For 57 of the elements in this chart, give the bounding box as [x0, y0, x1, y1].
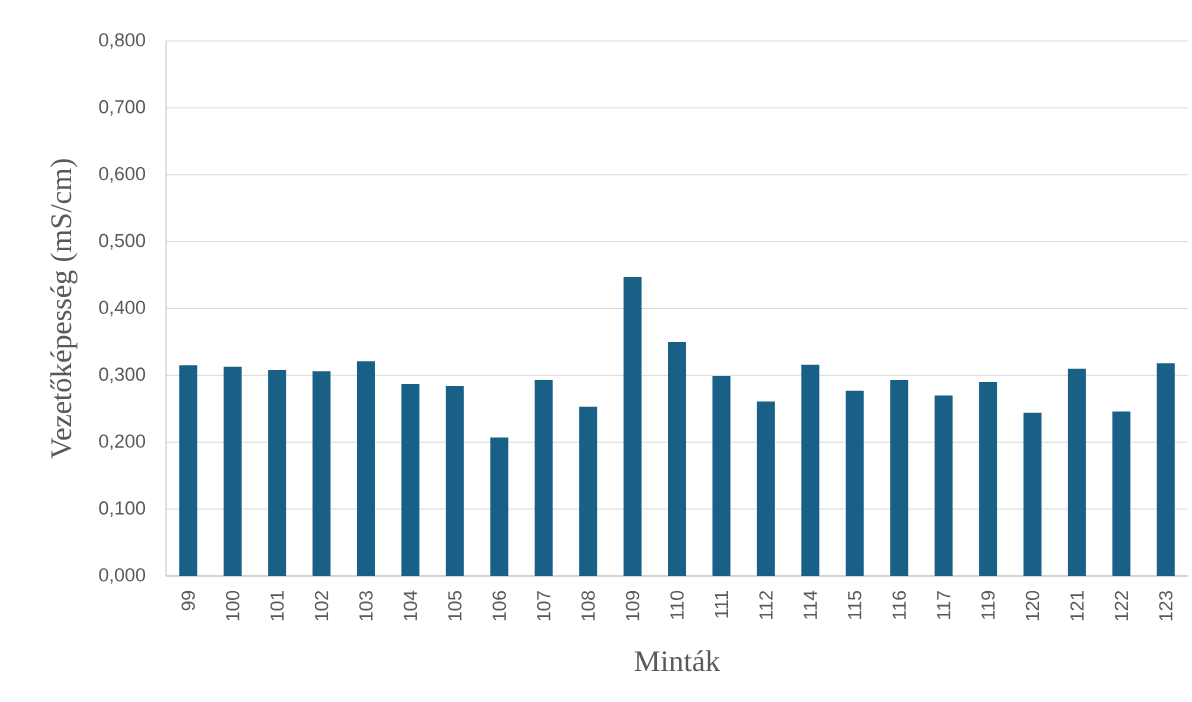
bar — [179, 365, 198, 576]
y-tick-label: 0,700 — [99, 100, 146, 116]
bar — [312, 371, 331, 576]
x-tick-label: 100 — [225, 590, 240, 621]
x-tick-label: 109 — [625, 591, 640, 621]
x-tick-label: 112 — [759, 591, 773, 619]
y-tick-label: 0,200 — [99, 434, 146, 451]
x-tick-label: 105 — [448, 590, 462, 621]
x-tick-label: 106 — [492, 591, 506, 621]
bar — [979, 382, 998, 576]
x-tick-label: 120 — [1025, 590, 1040, 621]
bar — [712, 376, 731, 576]
x-tick-label: 99 — [181, 591, 195, 611]
bar — [934, 395, 953, 576]
x-tick-label: 111 — [714, 591, 728, 618]
bar — [534, 380, 553, 576]
y-axis-title: Vezetőképesség (mS/cm) — [50, 159, 78, 459]
bar — [1067, 368, 1086, 576]
x-tick-label: 123 — [1159, 591, 1173, 621]
bar — [845, 390, 864, 576]
x-axis-title: Minták — [634, 650, 721, 672]
x-tick-label: 102 — [314, 591, 329, 621]
x-tick-label: 104 — [403, 590, 418, 621]
bar — [890, 380, 909, 576]
x-tick-label: 110 — [670, 590, 684, 619]
bar — [1023, 412, 1042, 576]
bar — [445, 386, 464, 576]
x-tick-label: 116 — [892, 591, 906, 619]
bar — [356, 361, 375, 576]
y-tick-label: 0,000 — [99, 568, 146, 584]
y-tick-label: 0,800 — [99, 33, 146, 49]
y-tick-label: 0,600 — [99, 166, 146, 183]
x-tick-label: 114 — [803, 590, 817, 619]
x-tick-label: 115 — [848, 590, 862, 619]
bar — [668, 341, 687, 576]
bar — [623, 277, 642, 576]
x-tick-label: 121 — [1070, 591, 1084, 621]
y-tick-label: 0,400 — [99, 300, 146, 317]
y-tick-label: 0,100 — [99, 501, 146, 517]
x-tick-label: 122 — [1114, 591, 1128, 621]
bar — [1112, 411, 1131, 576]
bar — [756, 401, 775, 576]
bar — [1156, 363, 1175, 576]
bar — [401, 384, 420, 576]
x-tick-label: 107 — [537, 591, 551, 621]
y-tick-label: 0,300 — [99, 367, 146, 384]
y-tick-label: 0,500 — [99, 233, 146, 250]
bar — [223, 366, 242, 576]
bar — [579, 406, 598, 576]
bar — [801, 364, 820, 576]
x-tick-label: 103 — [359, 591, 373, 621]
bar — [268, 370, 287, 576]
x-tick-label: 119 — [981, 591, 995, 619]
x-tick-label: 101 — [270, 591, 284, 621]
bar — [490, 437, 509, 576]
x-tick-label: 108 — [581, 591, 595, 621]
x-tick-label: 117 — [937, 591, 951, 619]
